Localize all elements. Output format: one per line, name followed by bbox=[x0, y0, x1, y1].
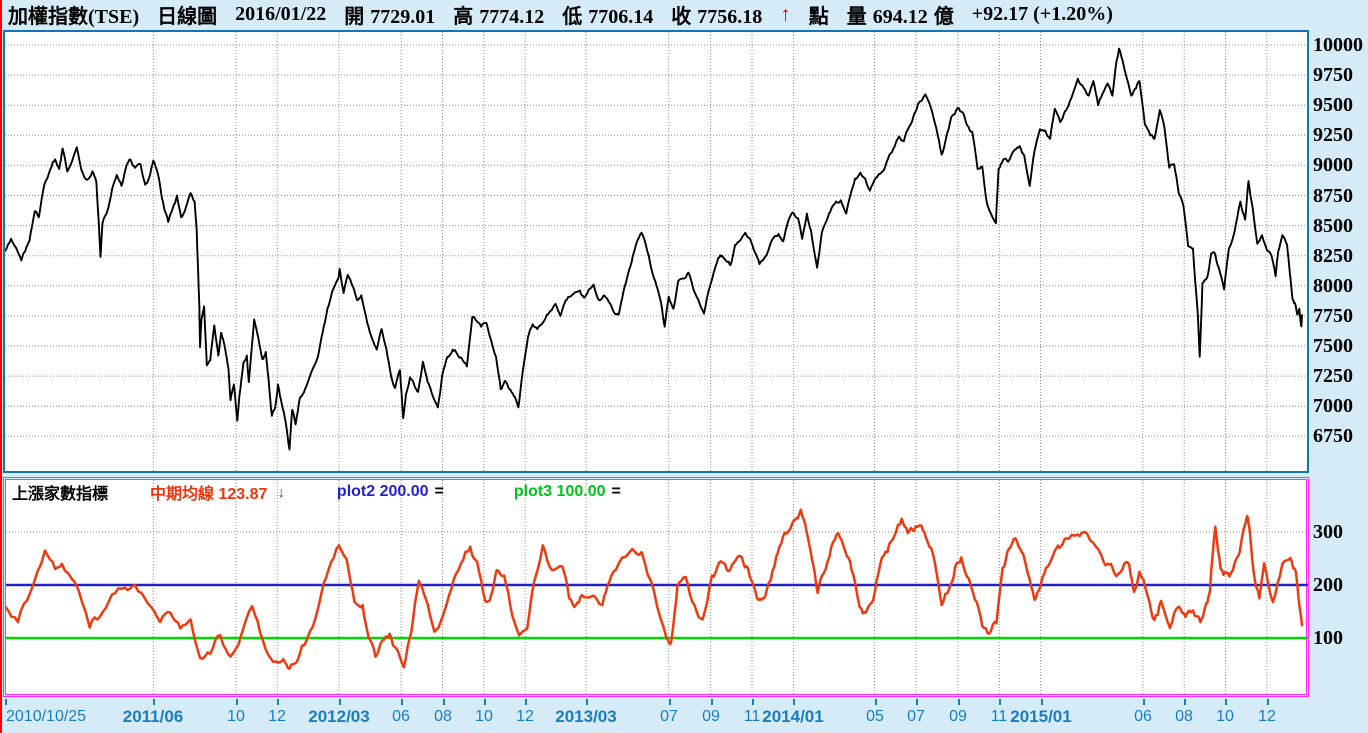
indicator-title: 上漲家數指標 bbox=[12, 486, 109, 503]
x-axis-tick bbox=[236, 699, 238, 705]
price-change: +92.17 (+1.20%) bbox=[971, 3, 1113, 25]
price-y-label: 7500 bbox=[1313, 335, 1353, 357]
x-axis-tick bbox=[875, 699, 877, 705]
x-axis-label: 07 bbox=[907, 708, 925, 725]
indicator-y-label: 200 bbox=[1313, 574, 1343, 596]
price-y-label: 7250 bbox=[1313, 365, 1353, 387]
x-axis-tick bbox=[5, 699, 7, 705]
x-axis-label: 07 bbox=[660, 708, 678, 725]
open-price: 開 7729.01 bbox=[344, 6, 436, 28]
x-axis-label: 2012/03 bbox=[308, 707, 370, 726]
x-axis-label: 06 bbox=[392, 708, 410, 725]
x-axis-tick bbox=[669, 699, 671, 705]
x-axis-label: 09 bbox=[949, 708, 967, 725]
x-axis-tick bbox=[1267, 699, 1269, 705]
symbol-name: 加權指數(TSE) bbox=[8, 6, 140, 28]
price-y-label: 8750 bbox=[1313, 185, 1353, 207]
x-axis-tick bbox=[1143, 699, 1145, 705]
plot2-legend: plot2 200.00 bbox=[336, 483, 429, 500]
quote-date: 2016/01/22 bbox=[235, 3, 327, 25]
x-axis-tick bbox=[277, 699, 279, 705]
indicator-y-label: 100 bbox=[1313, 627, 1343, 649]
price-y-label: 9750 bbox=[1313, 64, 1353, 86]
x-axis-label: 12 bbox=[1258, 708, 1276, 725]
x-axis-label: 2013/03 bbox=[555, 707, 617, 726]
x-axis-label: 08 bbox=[434, 708, 452, 725]
x-axis-tick bbox=[1041, 699, 1043, 705]
left-edge-marker bbox=[0, 0, 2, 733]
x-axis-label: 2015/01 bbox=[1010, 707, 1072, 726]
price-y-label: 9500 bbox=[1313, 94, 1353, 116]
x-axis-tick bbox=[793, 699, 795, 705]
indicator-panel[interactable]: 上漲家數指標 中期均線 123.87 ↓ plot2 200.00 = plot… bbox=[5, 479, 1308, 696]
x-axis-tick bbox=[916, 699, 918, 705]
price-chart-panel[interactable] bbox=[3, 30, 1309, 473]
indicator-y-label: 300 bbox=[1313, 521, 1343, 543]
x-axis-tick bbox=[1225, 699, 1227, 705]
x-axis-label: 10 bbox=[475, 708, 493, 725]
header-bar: 加權指數(TSE) 日線圖 2016/01/22 開 7729.01 高 7774.… bbox=[8, 0, 1368, 29]
price-y-label: 9250 bbox=[1313, 124, 1353, 146]
price-y-label: 9000 bbox=[1313, 154, 1353, 176]
price-y-label: 7000 bbox=[1313, 395, 1353, 417]
ma-legend: 中期均線 123.87 bbox=[150, 486, 268, 503]
up-arrow-icon: ↑ bbox=[780, 2, 791, 26]
x-axis-tick bbox=[999, 699, 1001, 705]
x-axis-label: 12 bbox=[268, 708, 286, 725]
plot3-legend: plot3 100.00 bbox=[513, 483, 606, 500]
x-axis-label: 09 bbox=[702, 708, 720, 725]
x-axis-label: 2014/01 bbox=[762, 707, 824, 726]
x-axis-tick bbox=[958, 699, 960, 705]
x-axis-label: 2011/06 bbox=[122, 707, 184, 726]
price-y-label: 6750 bbox=[1313, 425, 1353, 447]
points-unit: 點 bbox=[808, 6, 829, 28]
plot3-equals: = bbox=[611, 483, 621, 500]
period-label: 日線圖 bbox=[157, 6, 218, 28]
x-axis-tick bbox=[443, 699, 445, 705]
x-axis-tick bbox=[153, 699, 155, 705]
x-axis-label: 10 bbox=[1216, 708, 1234, 725]
x-axis-tick bbox=[401, 699, 403, 705]
x-axis-label: 11 bbox=[990, 708, 1008, 725]
volume: 量 694.12 億 bbox=[846, 6, 954, 28]
x-axis-tick bbox=[339, 699, 341, 705]
indicator-panel-outer: 上漲家數指標 中期均線 123.87 ↓ plot2 200.00 = plot… bbox=[3, 477, 1309, 697]
x-axis-tick bbox=[586, 699, 588, 705]
x-axis-tick bbox=[752, 699, 754, 705]
indicator-legend: 上漲家數指標 中期均線 123.87 ↓ plot2 200.00 = plot… bbox=[12, 482, 691, 503]
x-axis-label: 10 bbox=[227, 708, 245, 725]
indicator-chart bbox=[6, 480, 1308, 696]
x-axis-tick bbox=[525, 699, 527, 705]
price-chart bbox=[5, 32, 1307, 471]
price-y-label: 7750 bbox=[1313, 305, 1353, 327]
close-price: 收 7756.18 bbox=[671, 6, 763, 28]
x-axis-label: 12 bbox=[516, 708, 534, 725]
price-y-label: 8000 bbox=[1313, 275, 1353, 297]
x-axis-label: 11 bbox=[743, 708, 761, 725]
high-price: 高 7774.12 bbox=[453, 6, 545, 28]
x-axis-label: 05 bbox=[866, 708, 884, 725]
ma-down-arrow-icon: ↓ bbox=[277, 483, 285, 501]
x-axis-label: 2010/10/25 bbox=[6, 708, 87, 725]
x-axis-label: 08 bbox=[1175, 708, 1193, 725]
x-axis-label: 06 bbox=[1134, 708, 1152, 725]
price-y-label: 8250 bbox=[1313, 245, 1353, 267]
price-y-label: 8500 bbox=[1313, 215, 1353, 237]
low-price: 低 7706.14 bbox=[562, 6, 654, 28]
plot2-equals: = bbox=[434, 483, 444, 500]
x-axis-tick bbox=[484, 699, 486, 705]
x-axis-tick bbox=[711, 699, 713, 705]
price-y-label: 10000 bbox=[1313, 34, 1363, 56]
x-axis-tick bbox=[1184, 699, 1186, 705]
